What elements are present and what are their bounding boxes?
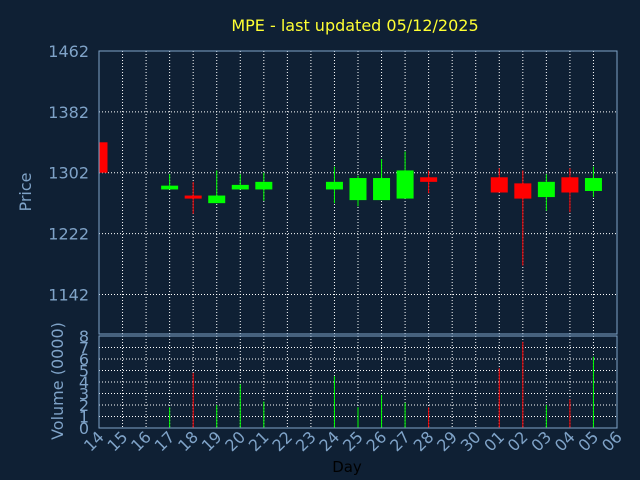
volume-tick-label: 1 — [79, 408, 89, 427]
candle-body — [349, 178, 367, 201]
candle-body — [584, 178, 602, 191]
candle-body — [231, 184, 249, 190]
candle-body — [420, 177, 438, 182]
price-tick-label: 1462 — [48, 42, 89, 61]
price-tick-label: 1302 — [48, 164, 89, 183]
volume-tick-label: 5 — [79, 362, 89, 381]
volume-tick-label: 3 — [79, 385, 89, 404]
price-axis-label: Price — [16, 172, 35, 211]
x-axis-label: Day — [332, 458, 362, 476]
candle-body — [561, 177, 579, 193]
candle-body — [161, 185, 179, 190]
volume-panel-frame — [98, 335, 618, 429]
price-tick-label: 1222 — [48, 225, 89, 244]
candle-body — [373, 178, 391, 201]
volume-axis-label: Volume (0000) — [48, 322, 67, 440]
volume-tick-label: 0 — [79, 419, 89, 438]
volume-bars — [169, 341, 594, 428]
price-panel-frame — [98, 50, 618, 335]
candle-body — [255, 181, 273, 190]
candle-body — [325, 181, 343, 190]
volume-tick-label: 7 — [79, 339, 89, 358]
x-ticks: 1415161718192021222324252627282930010203… — [80, 427, 626, 455]
price-tick-label: 1142 — [48, 285, 89, 304]
volume-tick-label: 6 — [79, 350, 89, 369]
candles — [98, 142, 602, 266]
price-y-ticks: 1462 1382 1302 1222 1142 — [48, 42, 89, 304]
candle-body — [514, 183, 532, 199]
candle-body — [99, 142, 108, 173]
volume-tick-label: 8 — [79, 327, 89, 346]
candle-body — [184, 195, 202, 199]
candle-body — [537, 181, 555, 198]
candle-body — [490, 177, 508, 193]
price-tick-label: 1382 — [48, 103, 89, 122]
chart-title: MPE - last updated 05/12/2025 — [231, 16, 478, 35]
volume-tick-label: 2 — [79, 396, 89, 415]
candle-body — [208, 195, 226, 204]
volume-tick-label: 4 — [79, 373, 89, 392]
x-tick-label: 06 — [598, 427, 626, 455]
candle-body — [396, 170, 414, 199]
